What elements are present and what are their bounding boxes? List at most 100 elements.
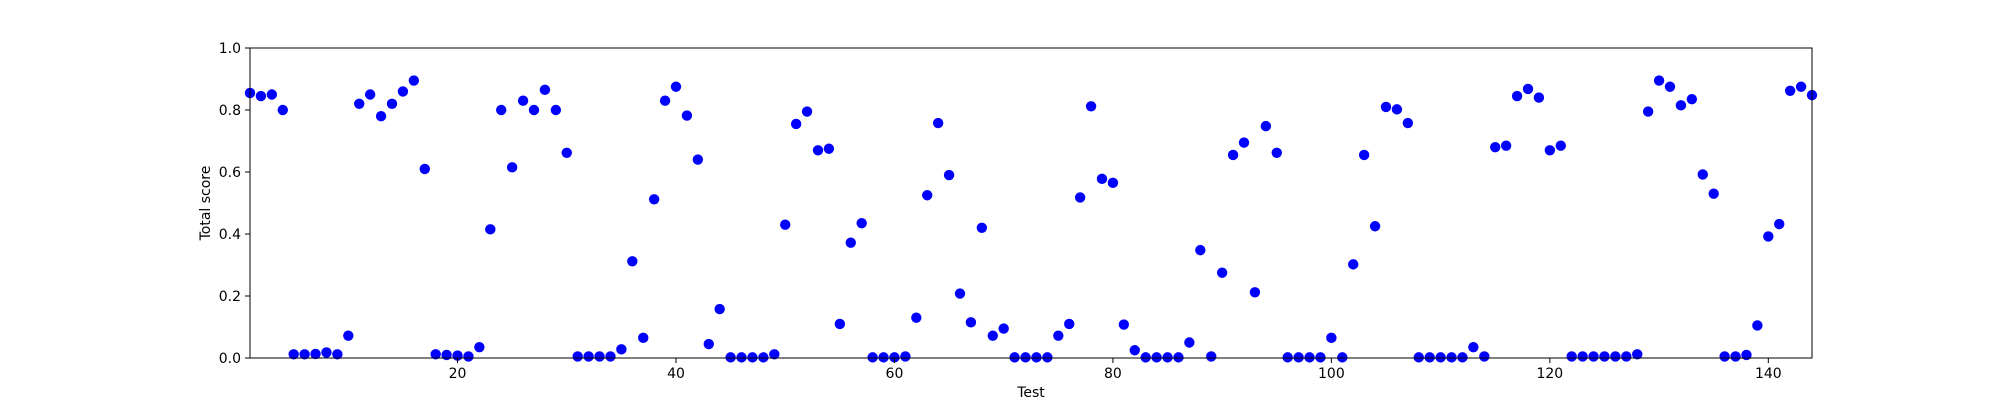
- data-point: [1741, 349, 1752, 361]
- data-point: [1457, 352, 1468, 363]
- data-point: [1435, 352, 1446, 363]
- data-point: [867, 352, 878, 363]
- y-tick-label: 0.0: [219, 351, 241, 367]
- data-point: [419, 163, 430, 175]
- data-point: [1206, 351, 1217, 362]
- data-point: [1260, 120, 1272, 132]
- data-point: [1315, 352, 1326, 363]
- data-point: [1369, 221, 1381, 232]
- data-point: [1424, 352, 1435, 363]
- data-point: [1610, 351, 1621, 362]
- data-point: [1162, 352, 1173, 363]
- data-point: [845, 237, 856, 248]
- data-point: [1337, 352, 1348, 363]
- data-point: [1271, 147, 1282, 158]
- data-point: [900, 351, 911, 362]
- data-point: [375, 111, 387, 122]
- data-point: [1500, 140, 1512, 151]
- data-point: [1719, 351, 1730, 362]
- data-point: [638, 332, 649, 344]
- data-point: [1031, 352, 1042, 363]
- data-point: [932, 117, 944, 129]
- data-point: [1653, 75, 1665, 86]
- data-point: [1697, 169, 1708, 180]
- data-point: [1413, 352, 1424, 363]
- data-point: [1282, 352, 1293, 363]
- data-point: [1402, 117, 1414, 129]
- data-point: [1522, 83, 1534, 95]
- data-point: [605, 351, 616, 362]
- data-point: [1293, 352, 1304, 363]
- data-point: [1752, 320, 1763, 331]
- data-point: [539, 84, 551, 96]
- x-tick-label: 120: [1536, 366, 1563, 382]
- data-point: [1555, 140, 1566, 151]
- data-point: [1763, 231, 1774, 242]
- data-point: [987, 330, 998, 341]
- data-point: [1675, 100, 1687, 111]
- data-point: [1304, 352, 1315, 363]
- data-point: [1020, 352, 1031, 363]
- data-point: [310, 348, 321, 360]
- data-point: [1479, 351, 1490, 362]
- data-point: [648, 194, 660, 205]
- data-point: [747, 352, 758, 363]
- data-point: [1686, 93, 1698, 105]
- data-point: [1784, 85, 1796, 96]
- data-point: [583, 351, 594, 362]
- data-point: [758, 352, 769, 363]
- data-point: [572, 351, 583, 362]
- data-point: [1358, 149, 1370, 161]
- y-tick-label: 0.4: [219, 227, 241, 243]
- data-point: [823, 143, 835, 154]
- data-point: [1599, 351, 1610, 362]
- data-point: [834, 318, 846, 330]
- data-point: [1129, 345, 1140, 356]
- data-point: [889, 352, 900, 363]
- data-point: [812, 145, 824, 156]
- data-point: [528, 104, 540, 116]
- data-point: [299, 349, 310, 360]
- data-point: [1184, 337, 1195, 348]
- y-tick-label: 1.0: [219, 41, 241, 57]
- data-point: [681, 110, 693, 121]
- data-point: [441, 349, 452, 361]
- data-point: [1642, 106, 1654, 117]
- data-point: [1468, 341, 1479, 353]
- data-point: [1730, 351, 1741, 362]
- data-point: [1085, 101, 1097, 112]
- x-tick-label: 100: [1318, 366, 1345, 382]
- data-point: [856, 217, 867, 229]
- data-point: [343, 330, 354, 341]
- data-point: [670, 81, 682, 92]
- data-point: [1490, 142, 1501, 153]
- data-point: [474, 341, 485, 353]
- data-point: [1074, 192, 1086, 203]
- data-points: [244, 75, 1818, 363]
- data-point: [1588, 351, 1599, 362]
- y-tick-label: 0.8: [219, 103, 241, 119]
- data-point: [790, 118, 802, 130]
- data-point: [703, 338, 714, 350]
- data-point: [408, 75, 420, 86]
- data-point: [1053, 330, 1064, 341]
- data-point: [1533, 92, 1545, 103]
- data-point: [1511, 90, 1523, 102]
- y-axis-label: Total score: [198, 166, 214, 242]
- x-tick-label: 80: [1104, 366, 1122, 382]
- data-point: [561, 147, 572, 158]
- x-axis-ticks: 20 40 60 80 100 120 140: [449, 358, 1782, 382]
- data-point: [714, 303, 725, 315]
- data-point: [1774, 218, 1785, 230]
- data-point: [616, 344, 627, 355]
- data-point: [321, 347, 332, 358]
- data-point: [517, 95, 529, 106]
- data-point: [1096, 173, 1108, 185]
- data-point: [1708, 188, 1719, 199]
- data-point: [1227, 149, 1239, 161]
- data-point: [1566, 351, 1577, 362]
- data-point: [1446, 352, 1457, 363]
- data-point: [1380, 101, 1392, 113]
